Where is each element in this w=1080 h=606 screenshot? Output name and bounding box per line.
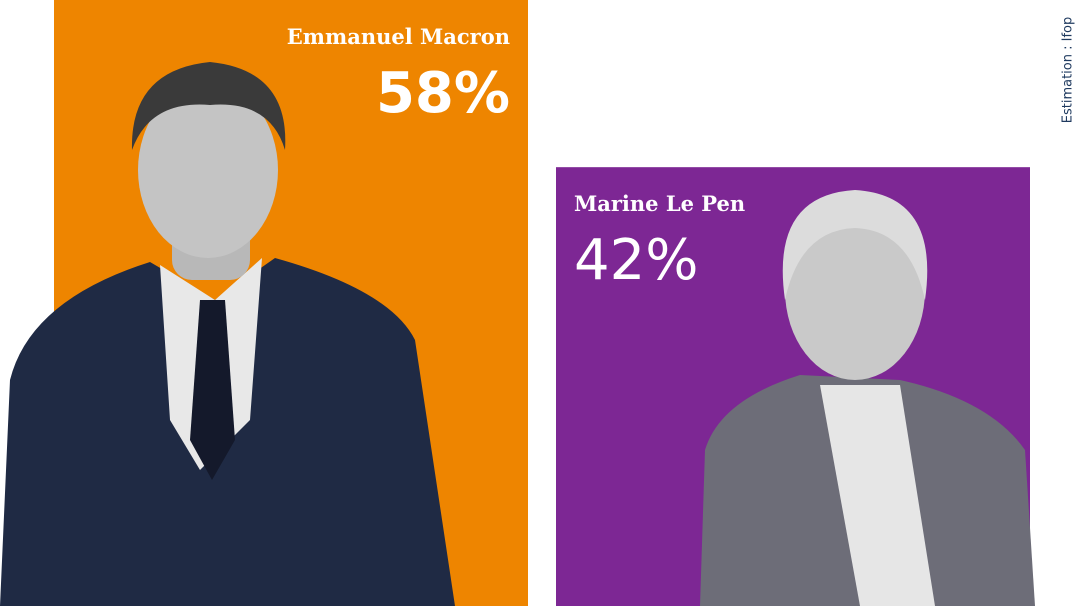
candidate-name: Marine Le Pen <box>574 191 745 216</box>
value-label: 58% <box>376 61 510 126</box>
photo-macron <box>0 62 455 606</box>
candidate-name: Emmanuel Macron <box>287 24 510 49</box>
source-note: Estimation : Ifop <box>1061 17 1076 124</box>
labels: Emmanuel Macron 58% Marine Le Pen 42% <box>287 24 745 293</box>
photo-le-pen <box>700 190 1035 606</box>
value-label: 42% <box>574 228 698 293</box>
